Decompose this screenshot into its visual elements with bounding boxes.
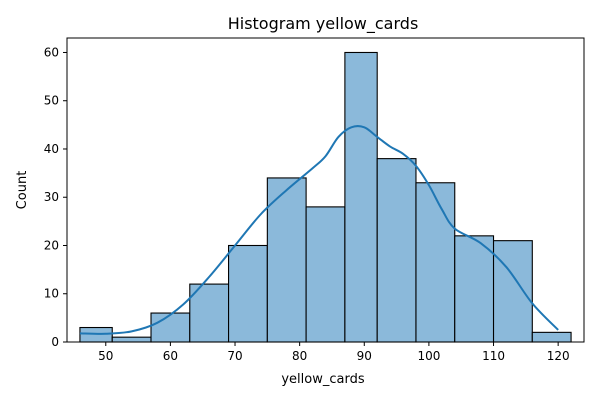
histogram-bar-1 [111, 336, 152, 343]
x-tick-label-90: 90 [357, 349, 372, 363]
chart-title: Histogram yellow_cards [228, 14, 419, 34]
kde-curve [79, 125, 559, 335]
histogram-bar-9 [415, 182, 456, 343]
y-tick-label-20: 20 [44, 238, 59, 252]
y-axis-label: Count [15, 171, 30, 210]
histogram-bars [79, 51, 572, 343]
y-tick-label-0: 0 [51, 335, 59, 349]
x-tick-label-50: 50 [98, 349, 113, 363]
histogram-bar-3 [189, 283, 230, 343]
x-tick-label-100: 100 [417, 349, 440, 363]
y-tick-label-50: 50 [44, 94, 59, 108]
histogram-bar-4 [228, 244, 268, 343]
x-tick-label-70: 70 [227, 349, 242, 363]
x-tick-label-120: 120 [547, 349, 570, 363]
x-tick-label-80: 80 [292, 349, 307, 363]
y-tick-label-60: 60 [44, 45, 59, 59]
x-tick-label-60: 60 [163, 349, 178, 363]
histogram-bar-7 [344, 51, 378, 343]
histogram-bar-10 [454, 235, 495, 343]
x-axis: 50 60 70 80 90 100 110 120 [98, 342, 570, 363]
y-tick-label-10: 10 [44, 287, 59, 301]
histogram-bar-12 [531, 331, 572, 343]
histogram-bar-11 [492, 240, 533, 343]
y-tick-label-40: 40 [44, 142, 59, 156]
y-axis: 0 10 20 30 40 50 60 [44, 45, 67, 349]
histogram-bar-8 [376, 158, 417, 343]
x-axis-label: yellow_cards [281, 372, 364, 387]
y-tick-label-30: 30 [44, 190, 59, 204]
histogram-bar-2 [150, 312, 191, 343]
plot-frame [66, 37, 585, 343]
histogram-bar-6 [305, 206, 346, 343]
x-tick-label-110: 110 [482, 349, 505, 363]
histogram-bar-5 [266, 177, 307, 343]
